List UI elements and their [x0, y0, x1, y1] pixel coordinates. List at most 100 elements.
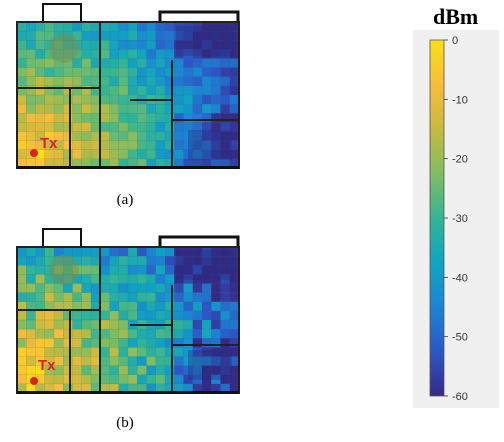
heatmap-cell — [35, 30, 46, 41]
heatmap-cell — [155, 85, 166, 96]
heatmap-cell — [100, 94, 111, 105]
heatmap-cell — [53, 246, 64, 257]
heatmap-cell — [164, 328, 175, 339]
heatmap-cell — [201, 85, 212, 96]
heatmap-cell — [100, 301, 111, 312]
heatmap-cell — [220, 113, 231, 123]
heatmap-cell — [72, 292, 83, 303]
heatmap-cell — [201, 301, 212, 312]
heatmap-cell — [220, 338, 231, 348]
heatmap-cell — [35, 40, 46, 50]
heatmap-cell — [174, 140, 185, 151]
heatmap-cell — [192, 328, 203, 339]
heatmap-cell — [63, 328, 74, 339]
heatmap-cell — [53, 319, 64, 330]
furniture-block — [188, 130, 232, 160]
heatmap-cell — [164, 356, 175, 367]
heatmap-cell — [192, 94, 203, 105]
heatmap-cell — [81, 21, 92, 32]
heatmap-cell — [81, 374, 92, 385]
heatmap-cell — [192, 85, 203, 96]
heatmap-cell — [118, 246, 129, 257]
heatmap-cell — [118, 301, 129, 312]
heatmap-cell — [155, 67, 166, 78]
colorbar-tick-label: -30 — [452, 213, 468, 225]
heatmap-cell — [72, 328, 83, 339]
heatmap-cell — [137, 246, 148, 257]
heatmap-cell — [118, 58, 129, 69]
heatmap-cell — [201, 103, 212, 114]
heatmap-cell — [16, 292, 27, 303]
heatmap-cell — [211, 301, 222, 312]
heatmap-cell — [109, 21, 120, 32]
heatmap-cell — [118, 347, 129, 358]
heatmap-cell — [146, 274, 157, 285]
heatmap-cell — [72, 356, 83, 367]
heatmap-cell — [44, 292, 55, 303]
heatmap-cell — [183, 319, 194, 330]
heatmap-cell — [192, 67, 203, 78]
heatmap-cell — [155, 338, 166, 348]
heatmap-cell — [146, 347, 157, 358]
heatmap-cell — [35, 21, 46, 32]
heatmap-cell — [26, 58, 37, 69]
heatmap-cell — [44, 76, 55, 87]
heatmap-cell — [164, 122, 175, 133]
heatmap-cell — [137, 265, 148, 275]
heatmap-cell — [118, 49, 129, 60]
heatmap-cell — [211, 113, 222, 123]
heatmap-cell — [35, 255, 46, 266]
heatmap-cell — [211, 85, 222, 96]
heatmap-cell — [164, 40, 175, 50]
heatmap-cell — [127, 328, 138, 339]
heatmap-cell — [183, 283, 194, 294]
heatmap-cell — [16, 30, 27, 41]
heatmap-cell — [201, 319, 212, 330]
heatmap-cell — [81, 149, 92, 160]
heatmap-cell — [211, 67, 222, 78]
heatmap-cell — [174, 131, 185, 142]
heatmap-cell — [137, 374, 148, 385]
caption-b: (b) — [116, 415, 134, 431]
heatmap-cell — [174, 113, 185, 123]
heatmap-cell — [72, 122, 83, 133]
heatmap-cell — [146, 283, 157, 294]
heatmap-cell — [155, 274, 166, 285]
heatmap-cell — [211, 58, 222, 69]
heatmap-cell — [146, 131, 157, 142]
heatmap-cell — [63, 113, 74, 123]
heatmap-cell — [174, 76, 185, 87]
heatmap-cell — [100, 85, 111, 96]
heatmap-cell — [16, 255, 27, 266]
heatmap-cell — [118, 85, 129, 96]
heatmap-cell — [100, 374, 111, 385]
heatmap-cell — [155, 58, 166, 69]
heatmap-cell — [63, 103, 74, 114]
heatmap-cell — [118, 21, 129, 32]
heatmap-cell — [155, 374, 166, 385]
heatmap-cell — [146, 49, 157, 60]
heatmap-cell — [81, 94, 92, 105]
tx-marker — [30, 149, 38, 157]
heatmap-cell — [164, 21, 175, 32]
heatmap-cell — [137, 255, 148, 266]
heatmap-cell — [174, 319, 185, 330]
heatmap-cell — [155, 292, 166, 303]
heatmap-cell — [16, 246, 27, 257]
heatmap-cell — [229, 338, 240, 348]
heatmap-cell — [16, 283, 27, 294]
heatmap-cell — [220, 292, 231, 303]
heatmap-cell — [16, 149, 27, 160]
heatmap-cell — [155, 49, 166, 60]
heatmap-cell — [100, 76, 111, 87]
heatmap-cell — [174, 283, 185, 294]
heatmap-cell — [137, 149, 148, 160]
heatmap-cell — [155, 356, 166, 367]
heatmap-cell — [72, 94, 83, 105]
heatmap-cell — [26, 49, 37, 60]
heatmap-cell — [16, 365, 27, 376]
heatmap-cell — [127, 374, 138, 385]
heatmap-cell — [146, 356, 157, 367]
colorbar-background — [413, 30, 499, 408]
heatmap-cell — [26, 113, 37, 123]
